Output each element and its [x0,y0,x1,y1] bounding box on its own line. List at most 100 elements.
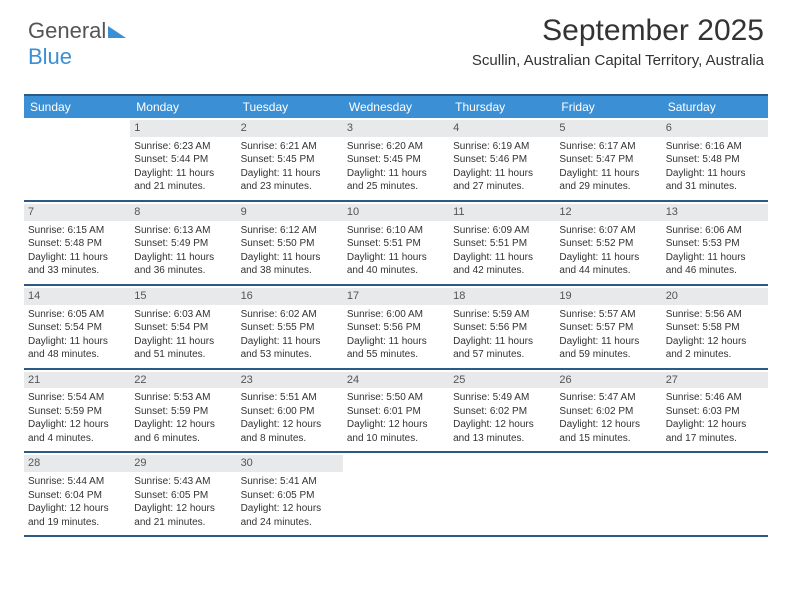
calendar-day-cell: 9Sunrise: 6:12 AMSunset: 5:50 PMDaylight… [237,202,343,284]
daylight-text: Daylight: 11 hours and 36 minutes. [134,251,232,278]
daylight-text: Daylight: 11 hours and 42 minutes. [453,251,551,278]
weekday-header: Friday [555,96,661,118]
day-number: 6 [662,120,768,137]
calendar-day-cell: 1Sunrise: 6:23 AMSunset: 5:44 PMDaylight… [130,118,236,200]
day-number: 28 [24,455,130,472]
sunset-text: Sunset: 5:48 PM [28,237,126,251]
sunset-text: Sunset: 5:55 PM [241,321,339,335]
sunset-text: Sunset: 5:56 PM [347,321,445,335]
page-title-block: September 2025 Scullin, Australian Capit… [472,14,764,69]
weekday-header: Wednesday [343,96,449,118]
sunset-text: Sunset: 6:05 PM [241,489,339,503]
calendar-day-cell: 5Sunrise: 6:17 AMSunset: 5:47 PMDaylight… [555,118,661,200]
sunset-text: Sunset: 5:51 PM [347,237,445,251]
sunset-text: Sunset: 6:03 PM [666,405,764,419]
sunrise-text: Sunrise: 6:20 AM [347,140,445,154]
sunset-text: Sunset: 5:50 PM [241,237,339,251]
sunrise-text: Sunrise: 5:53 AM [134,391,232,405]
day-number: 1 [130,120,236,137]
day-number: 11 [449,204,555,221]
sunset-text: Sunset: 6:05 PM [134,489,232,503]
calendar-day-cell: 19Sunrise: 5:57 AMSunset: 5:57 PMDayligh… [555,286,661,368]
calendar-day-cell: 26Sunrise: 5:47 AMSunset: 6:02 PMDayligh… [555,370,661,452]
day-number: 9 [237,204,343,221]
daylight-text: Daylight: 12 hours and 15 minutes. [559,418,657,445]
day-number: 4 [449,120,555,137]
day-number: 15 [130,288,236,305]
sunset-text: Sunset: 5:49 PM [134,237,232,251]
sunset-text: Sunset: 6:02 PM [453,405,551,419]
day-number: 27 [662,372,768,389]
sunset-text: Sunset: 6:01 PM [347,405,445,419]
day-number: 10 [343,204,449,221]
daylight-text: Daylight: 12 hours and 17 minutes. [666,418,764,445]
calendar-day-cell: 21Sunrise: 5:54 AMSunset: 5:59 PMDayligh… [24,370,130,452]
calendar-day-cell: 30Sunrise: 5:41 AMSunset: 6:05 PMDayligh… [237,453,343,535]
sunrise-text: Sunrise: 6:03 AM [134,308,232,322]
calendar-week-row: 1Sunrise: 6:23 AMSunset: 5:44 PMDaylight… [24,118,768,202]
day-number: 20 [662,288,768,305]
calendar-week-row: 14Sunrise: 6:05 AMSunset: 5:54 PMDayligh… [24,286,768,370]
sunrise-text: Sunrise: 5:59 AM [453,308,551,322]
weekday-header: Saturday [662,96,768,118]
sunrise-text: Sunrise: 5:44 AM [28,475,126,489]
daylight-text: Daylight: 11 hours and 29 minutes. [559,167,657,194]
daylight-text: Daylight: 12 hours and 24 minutes. [241,502,339,529]
sunrise-text: Sunrise: 6:13 AM [134,224,232,238]
daylight-text: Daylight: 12 hours and 19 minutes. [28,502,126,529]
weekday-header: Tuesday [237,96,343,118]
day-number: 7 [24,204,130,221]
sunset-text: Sunset: 5:48 PM [666,153,764,167]
calendar-day-cell: 13Sunrise: 6:06 AMSunset: 5:53 PMDayligh… [662,202,768,284]
day-number: 17 [343,288,449,305]
calendar-week-row: 21Sunrise: 5:54 AMSunset: 5:59 PMDayligh… [24,370,768,454]
calendar-day-cell [449,453,555,535]
calendar-day-cell: 14Sunrise: 6:05 AMSunset: 5:54 PMDayligh… [24,286,130,368]
calendar-day-cell: 3Sunrise: 6:20 AMSunset: 5:45 PMDaylight… [343,118,449,200]
month-title: September 2025 [472,14,764,48]
sunrise-text: Sunrise: 6:09 AM [453,224,551,238]
sunrise-text: Sunrise: 5:49 AM [453,391,551,405]
daylight-text: Daylight: 11 hours and 44 minutes. [559,251,657,278]
daylight-text: Daylight: 11 hours and 46 minutes. [666,251,764,278]
calendar-day-cell: 18Sunrise: 5:59 AMSunset: 5:56 PMDayligh… [449,286,555,368]
daylight-text: Daylight: 12 hours and 2 minutes. [666,335,764,362]
logo-text-2: Blue [28,44,72,69]
calendar-day-cell: 20 Sunrise: 5:56 AMSunset: 5:58 PMDayligh… [662,286,768,368]
sunset-text: Sunset: 5:58 PM [666,321,764,335]
calendar-day-cell: 4Sunrise: 6:19 AMSunset: 5:46 PMDaylight… [449,118,555,200]
calendar-day-cell: 17Sunrise: 6:00 AMSunset: 5:56 PMDayligh… [343,286,449,368]
calendar-grid: Sunday Monday Tuesday Wednesday Thursday… [24,94,768,537]
day-number: 26 [555,372,661,389]
day-number: 5 [555,120,661,137]
calendar-week-row: 7Sunrise: 6:15 AMSunset: 5:48 PMDaylight… [24,202,768,286]
day-number: 22 [130,372,236,389]
calendar-day-cell: 24Sunrise: 5:50 AMSunset: 6:01 PMDayligh… [343,370,449,452]
day-number: 29 [130,455,236,472]
daylight-text: Daylight: 11 hours and 51 minutes. [134,335,232,362]
sunrise-text: Sunrise: 5:56 AM [666,308,764,322]
calendar-day-cell: 25Sunrise: 5:49 AMSunset: 6:02 PMDayligh… [449,370,555,452]
sunrise-text: Sunrise: 6:02 AM [241,308,339,322]
sunrise-text: Sunrise: 5:43 AM [134,475,232,489]
sunrise-text: Sunrise: 6:05 AM [28,308,126,322]
sunset-text: Sunset: 5:59 PM [134,405,232,419]
sunset-text: Sunset: 5:47 PM [559,153,657,167]
daylight-text: Daylight: 11 hours and 48 minutes. [28,335,126,362]
weekday-header-row: Sunday Monday Tuesday Wednesday Thursday… [24,96,768,118]
day-number: 19 [555,288,661,305]
sunset-text: Sunset: 5:53 PM [666,237,764,251]
sunset-text: Sunset: 6:00 PM [241,405,339,419]
calendar-day-cell: 11Sunrise: 6:09 AMSunset: 5:51 PMDayligh… [449,202,555,284]
daylight-text: Daylight: 11 hours and 38 minutes. [241,251,339,278]
sunrise-text: Sunrise: 6:21 AM [241,140,339,154]
day-number: 12 [555,204,661,221]
logo-text-1: General [28,18,106,43]
weekday-header: Monday [130,96,236,118]
weekday-header: Sunday [24,96,130,118]
sunset-text: Sunset: 6:02 PM [559,405,657,419]
day-number: 16 [237,288,343,305]
daylight-text: Daylight: 11 hours and 55 minutes. [347,335,445,362]
sunrise-text: Sunrise: 6:06 AM [666,224,764,238]
daylight-text: Daylight: 11 hours and 53 minutes. [241,335,339,362]
